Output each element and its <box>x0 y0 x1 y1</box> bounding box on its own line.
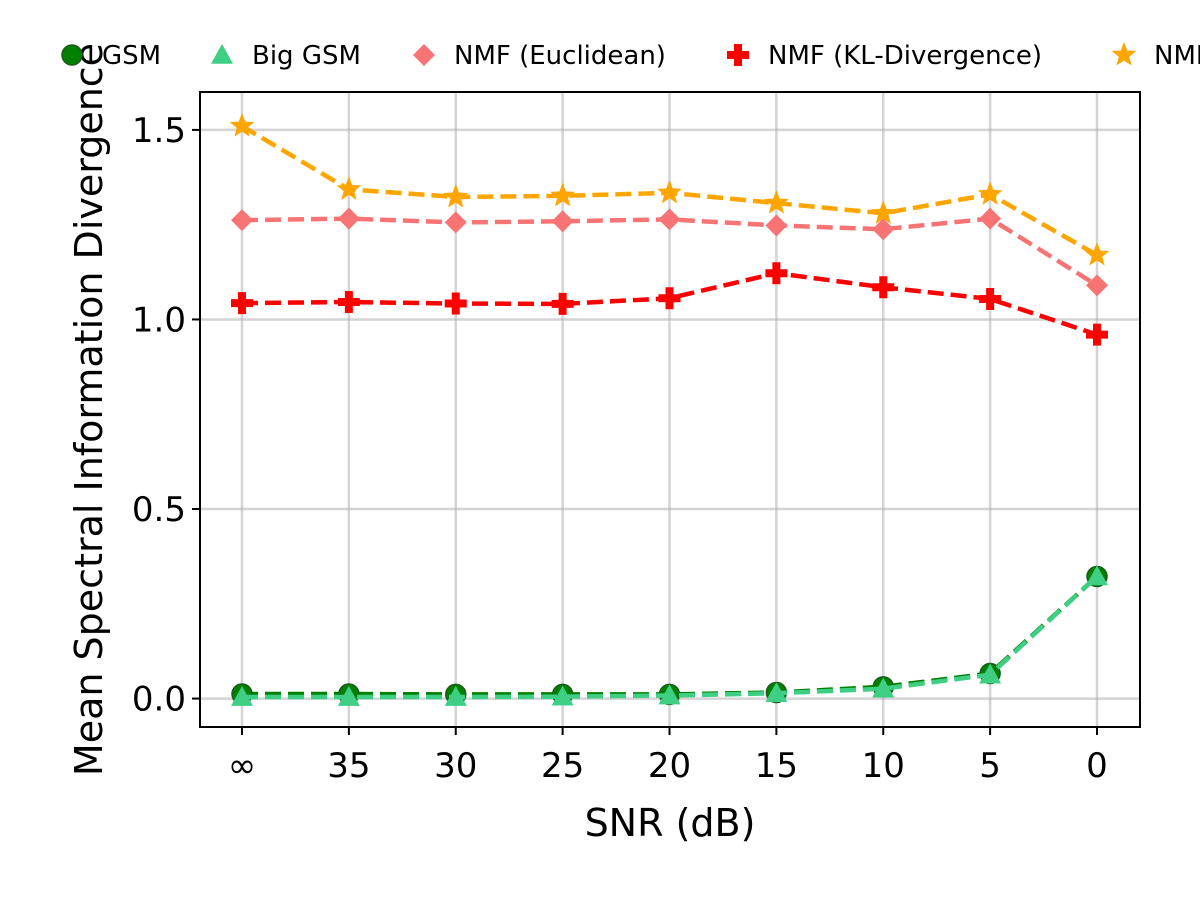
data-point <box>872 677 895 698</box>
data-point <box>765 214 788 237</box>
legend-marker <box>1111 42 1137 66</box>
data-point <box>872 276 895 299</box>
x-tick-label: 10 <box>862 746 905 786</box>
legend-entry: GSM <box>61 41 161 71</box>
x-tick-label: 20 <box>648 746 691 786</box>
x-tick-label: 30 <box>434 746 477 786</box>
data-point <box>979 287 1002 310</box>
y-tick-label: 1.5 <box>132 111 186 151</box>
data-point <box>1084 242 1110 266</box>
data-point <box>337 686 360 706</box>
data-point <box>872 218 895 241</box>
x-axis-title: SNR (dB) <box>585 801 756 845</box>
data-point <box>658 208 681 231</box>
series-layer <box>229 113 1110 706</box>
y-axis-title: Mean Spectral Information Divergence <box>67 43 111 776</box>
data-point <box>337 207 360 230</box>
data-point <box>551 292 574 315</box>
legend-entry: NMF <box>1111 41 1200 71</box>
x-tick-label: 35 <box>327 746 370 786</box>
data-point <box>765 682 788 703</box>
legend-label: NMF <box>1154 41 1200 71</box>
data-point <box>657 179 682 204</box>
data-point <box>979 207 1002 230</box>
data-point <box>979 663 1002 684</box>
data-point <box>231 292 253 315</box>
data-point <box>444 686 467 706</box>
legend: GSM Big GSM NMF (Euclidean) NMF (KL-Diverge… <box>61 41 1200 71</box>
data-point <box>443 184 469 208</box>
series-nmf <box>229 113 1110 266</box>
legend-label: NMF (Euclidean) <box>454 41 666 71</box>
legend-marker <box>61 44 83 66</box>
data-point <box>765 262 788 285</box>
legend-label: NMF (KL-Divergence) <box>768 41 1042 71</box>
data-point <box>1086 274 1108 297</box>
data-point <box>764 190 789 214</box>
data-point <box>550 182 575 207</box>
data-point <box>551 210 574 233</box>
legend-entry: Big GSM <box>211 41 361 71</box>
data-point <box>1086 565 1108 586</box>
x-tick-label: 15 <box>755 746 798 786</box>
legend-label: GSM <box>102 41 161 71</box>
legend-marker <box>727 44 749 66</box>
data-point <box>229 113 255 137</box>
x-tick-label: 5 <box>979 746 1001 786</box>
data-point <box>658 684 681 705</box>
data-point <box>336 176 362 200</box>
legend-label: Big GSM <box>252 41 361 71</box>
x-tick-label: 0 <box>1086 746 1108 786</box>
data-point <box>444 292 467 315</box>
data-point <box>977 181 1003 205</box>
y-tick-label: 0.5 <box>132 490 186 530</box>
y-tick-label: 0.0 <box>132 680 186 720</box>
data-point <box>231 686 253 706</box>
data-point <box>870 200 896 224</box>
x-tick-label: ∞ <box>228 746 256 786</box>
series-nmf-kl-divergence <box>231 262 1108 346</box>
legend-marker <box>211 44 233 64</box>
legend-entry: NMF (Euclidean) <box>413 41 666 71</box>
legend-entry: NMF (KL-Divergence) <box>727 41 1042 71</box>
data-point <box>551 685 574 706</box>
x-tick-label: 25 <box>541 746 584 786</box>
data-point <box>658 287 681 310</box>
series-nmf-euclidean <box>231 207 1108 297</box>
legend-marker <box>413 44 435 66</box>
data-point <box>444 211 467 234</box>
data-point <box>231 209 253 232</box>
data-point <box>1086 323 1108 346</box>
series-big-gsm <box>231 565 1108 706</box>
data-point <box>337 291 360 314</box>
tick-layer: ∞ 35 30 25 20 15 10 5 0 0.0 0.5 1.0 1.5 <box>132 111 1108 786</box>
y-tick-label: 1.0 <box>132 300 186 340</box>
